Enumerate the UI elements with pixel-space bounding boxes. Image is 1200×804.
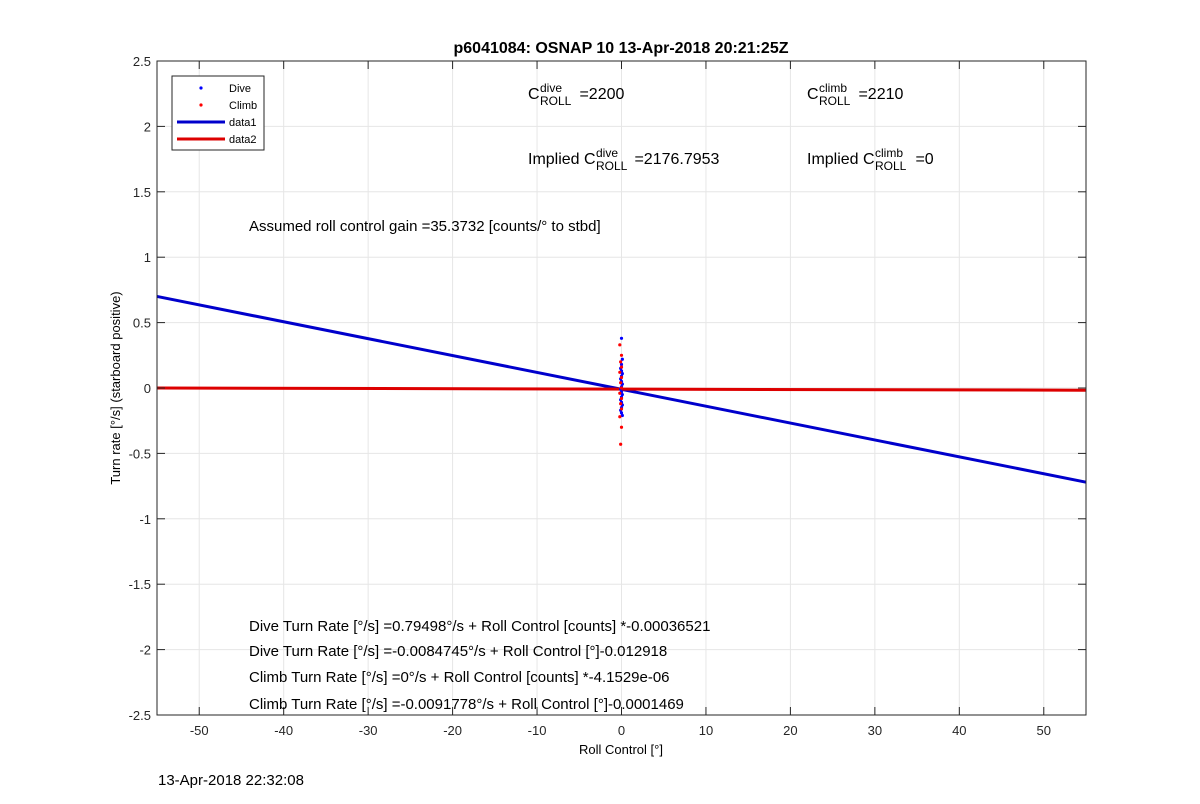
implied-dive-value: =2176.7953	[630, 151, 720, 168]
legend: Dive Climb data1 data2	[171, 75, 265, 151]
x-tick-label: -20	[443, 723, 462, 738]
data-point-climb	[619, 381, 623, 385]
series-layer	[156, 294, 1087, 484]
fit-annotation-dive-counts: Dive Turn Rate [°/s] =0.79498°/s + Roll …	[249, 618, 710, 635]
data-point-dive	[619, 336, 624, 340]
fit-annotation-climb-degrees: Climb Turn Rate [°/s] =-0.0091778°/s + R…	[249, 696, 684, 713]
y-tick-label: -2	[139, 643, 151, 658]
c-roll-dive-subscript: ROLL	[540, 94, 572, 108]
data-point-climb	[619, 375, 624, 380]
x-axis-label: Roll Control [°]	[579, 742, 663, 757]
fit-annotation-climb-counts: Climb Turn Rate [°/s] =0°/s + Roll Contr…	[249, 669, 670, 686]
implied-dive-superscript: dive	[596, 146, 618, 160]
fit-annotation-dive-degrees: Dive Turn Rate [°/s] =-0.0084745°/s + Ro…	[249, 643, 667, 660]
c-roll-climb-subscript: ROLL	[819, 94, 851, 108]
y-axis-ticks: -2.5 -2 -1.5 -1 -0.5 0 0.5 1 1.5 2 2.5	[129, 54, 1086, 723]
gain-annotation: Assumed roll control gain =35.3732 [coun…	[249, 218, 601, 235]
y-tick-label: -1.5	[129, 577, 151, 592]
y-axis-label: Turn rate [°/s] (starboard positive)	[108, 291, 123, 484]
implied-dive-subscript: ROLL	[596, 159, 628, 173]
x-axis-ticks: -50 -40 -30 -20 -10 0 10 20 30 40 50	[190, 61, 1051, 738]
data-point-climb	[618, 343, 622, 347]
x-tick-label: -40	[274, 723, 293, 738]
data-point-dive	[620, 392, 624, 397]
x-tick-label: 0	[618, 723, 625, 738]
c-roll-climb-value: =2210	[854, 86, 903, 103]
y-tick-label: 0	[144, 381, 151, 396]
legend-label: data2	[229, 134, 257, 146]
y-tick-label: 1.5	[133, 185, 151, 200]
implied-climb-subscript: ROLL	[875, 159, 907, 173]
implied-dive-annotation: Implied C dive ROLL =2176.7953	[528, 146, 720, 173]
x-tick-label: -30	[359, 723, 378, 738]
y-tick-label: -1	[139, 512, 151, 527]
y-tick-label: 1	[144, 250, 151, 265]
y-tick-label: 2.5	[133, 54, 151, 69]
data-point-climb	[619, 402, 623, 406]
y-tick-label: -2.5	[129, 708, 151, 723]
y-tick-label: -0.5	[129, 446, 151, 461]
c-roll-climb-symbol: C	[807, 86, 819, 103]
x-tick-label: -50	[190, 723, 209, 738]
footer-timestamp: 13-Apr-2018 22:32:08	[158, 772, 304, 789]
data-point-dive	[619, 411, 624, 415]
c-roll-dive-symbol: C	[528, 86, 540, 103]
legend-marker-dive	[199, 86, 203, 90]
c-roll-climb-annotation: C climb ROLL =2210	[807, 81, 903, 108]
data-point-climb	[619, 407, 624, 411]
data-point-climb	[619, 425, 624, 429]
data-point-climb	[618, 391, 622, 395]
implied-dive-prefix: Implied C	[528, 151, 596, 168]
x-tick-label: 50	[1037, 723, 1051, 738]
c-roll-dive-superscript: dive	[540, 81, 562, 95]
data-point-dive	[620, 357, 624, 361]
legend-label: data1	[229, 117, 257, 129]
y-tick-label: 2	[144, 119, 151, 134]
data-point-climb	[619, 353, 624, 357]
x-tick-label: 40	[952, 723, 966, 738]
data-point-dive	[619, 362, 624, 367]
x-tick-label: 10	[699, 723, 713, 738]
x-tick-label: -10	[528, 723, 547, 738]
implied-climb-annotation: Implied C climb ROLL =0	[807, 146, 934, 173]
data-point-climb	[618, 370, 622, 374]
data-point-dive	[620, 413, 624, 418]
x-tick-label: 20	[783, 723, 797, 738]
data-point-climb	[619, 396, 624, 401]
data-point-climb	[619, 442, 623, 446]
legend-label: Dive	[229, 83, 251, 95]
implied-climb-superscript: climb	[875, 146, 903, 160]
data-point-climb	[618, 415, 622, 419]
data-point-climb	[619, 365, 624, 369]
legend-marker-climb	[199, 103, 203, 107]
data-point-climb	[619, 386, 624, 390]
implied-climb-value: =0	[911, 151, 934, 168]
data-point-climb	[619, 360, 623, 364]
x-tick-label: 30	[868, 723, 882, 738]
chart-title: p6041084: OSNAP 10 13-Apr-2018 20:21:25Z	[454, 40, 789, 57]
c-roll-dive-value: =2200	[575, 86, 624, 103]
legend-label: Climb	[229, 100, 257, 112]
y-tick-label: 0.5	[133, 316, 151, 331]
c-roll-climb-superscript: climb	[819, 81, 847, 95]
c-roll-dive-annotation: C dive ROLL =2200	[528, 81, 624, 108]
implied-climb-prefix: Implied C	[807, 151, 875, 168]
data-point-dive	[620, 372, 624, 376]
